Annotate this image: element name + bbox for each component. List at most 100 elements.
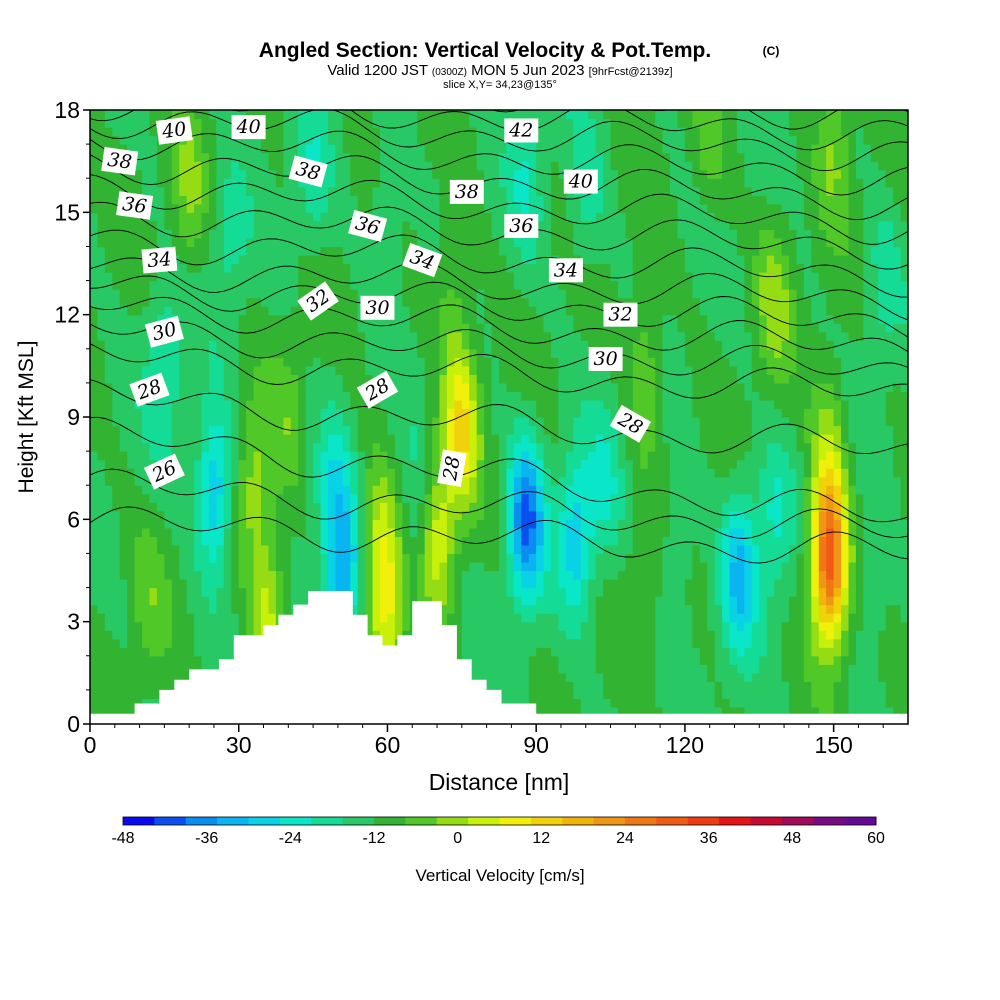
velocity-cell — [543, 647, 552, 657]
velocity-cell — [439, 357, 448, 367]
velocity-cell — [350, 169, 359, 179]
velocity-cell — [491, 459, 500, 469]
velocity-cell — [298, 391, 307, 401]
velocity-cell — [290, 544, 299, 555]
velocity-cell — [402, 408, 411, 418]
velocity-cell — [528, 152, 537, 162]
velocity-cell — [365, 118, 374, 128]
velocity-cell — [506, 630, 515, 640]
velocity-cell — [432, 127, 441, 137]
velocity-cell — [97, 493, 106, 503]
velocity-cell — [573, 434, 582, 444]
velocity-cell — [112, 451, 121, 461]
velocity-cell — [580, 561, 589, 572]
velocity-cell — [231, 553, 240, 563]
velocity-cell — [142, 306, 151, 316]
velocity-cell — [305, 357, 314, 367]
velocity-cell — [134, 459, 143, 469]
velocity-cell — [588, 203, 597, 213]
velocity-cell — [216, 135, 225, 145]
velocity-cell — [261, 425, 270, 435]
velocity-cell — [551, 144, 560, 154]
velocity-cell — [134, 510, 143, 520]
velocity-cell — [565, 638, 574, 648]
velocity-cell — [513, 630, 522, 640]
velocity-cell — [521, 510, 530, 520]
velocity-cell — [171, 340, 180, 350]
velocity-cell — [499, 698, 508, 708]
velocity-cell — [387, 340, 396, 350]
velocity-cell — [491, 374, 500, 384]
velocity-cell — [506, 476, 515, 486]
velocity-cell — [246, 348, 255, 358]
velocity-cell — [268, 553, 277, 563]
velocity-cell — [127, 451, 136, 461]
velocity-cell — [253, 246, 262, 256]
velocity-cell — [335, 237, 344, 248]
velocity-cell — [335, 169, 344, 179]
velocity-cell — [521, 553, 530, 563]
velocity-cell — [253, 391, 262, 401]
velocity-cell — [499, 212, 508, 222]
velocity-cell — [261, 178, 270, 188]
velocity-cell — [573, 459, 582, 469]
velocity-cell — [394, 263, 403, 273]
velocity-cell — [253, 152, 262, 162]
velocity-cell — [357, 127, 366, 137]
velocity-cell — [186, 212, 195, 222]
velocity-cell — [446, 434, 455, 444]
velocity-cell — [454, 536, 463, 546]
velocity-cell — [142, 630, 151, 640]
velocity-cell — [298, 476, 307, 486]
velocity-cell — [246, 272, 255, 282]
velocity-cell — [439, 169, 448, 179]
velocity-cell — [156, 579, 165, 589]
velocity-cell — [424, 365, 433, 375]
velocity-cell — [506, 357, 515, 367]
velocity-cell — [380, 280, 389, 290]
velocity-cell — [402, 434, 411, 444]
velocity-cell — [275, 579, 284, 589]
velocity-cell — [149, 647, 158, 657]
velocity-cell — [327, 135, 336, 145]
velocity-cell — [142, 135, 151, 145]
velocity-cell — [588, 655, 597, 665]
velocity-cell — [551, 246, 560, 256]
velocity-cell — [298, 323, 307, 333]
velocity-cell — [491, 604, 500, 614]
velocity-cell — [469, 468, 478, 478]
velocity-cell — [119, 561, 128, 572]
velocity-cell — [380, 331, 389, 341]
velocity-cell — [365, 544, 374, 555]
velocity-cell — [402, 425, 411, 435]
velocity-cell — [357, 502, 366, 512]
velocity-cell — [186, 331, 195, 341]
velocity-cell — [521, 161, 530, 171]
velocity-cell — [216, 314, 225, 324]
velocity-cell — [290, 306, 299, 316]
velocity-cell — [253, 442, 262, 452]
velocity-column — [208, 110, 218, 724]
velocity-cell — [223, 417, 232, 427]
velocity-cell — [90, 476, 99, 486]
velocity-cell — [461, 220, 470, 230]
velocity-cell — [305, 408, 314, 418]
velocity-cell — [134, 442, 143, 452]
velocity-cell — [246, 280, 255, 290]
velocity-cell — [171, 570, 180, 580]
velocity-cell — [231, 186, 240, 196]
velocity-cell — [432, 579, 441, 589]
velocity-cell — [119, 391, 128, 401]
velocity-cell — [216, 374, 225, 384]
velocity-cell — [164, 681, 173, 691]
velocity-cell — [580, 297, 589, 307]
velocity-cell — [402, 212, 411, 222]
velocity-cell — [231, 451, 240, 461]
velocity-cell — [238, 579, 247, 589]
velocity-cell — [283, 220, 292, 230]
velocity-cell — [521, 178, 530, 188]
velocity-cell — [350, 536, 359, 546]
velocity-cell — [127, 314, 136, 324]
velocity-cell — [134, 544, 143, 555]
velocity-cell — [513, 476, 522, 486]
